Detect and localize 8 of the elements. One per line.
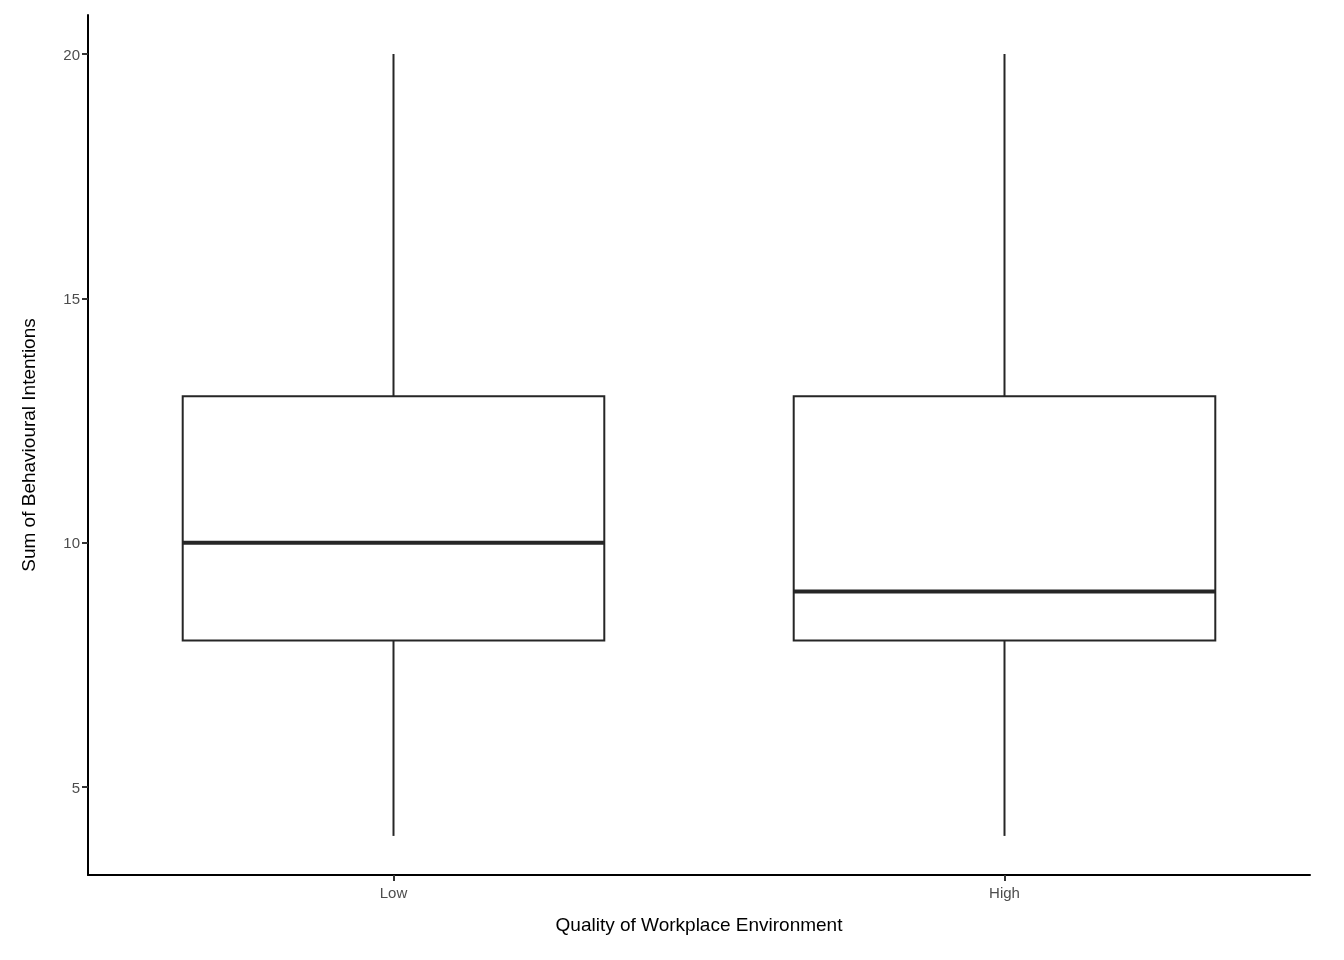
x-tick-label: Low	[379, 884, 408, 901]
y-tick-label: 15	[63, 289, 80, 307]
x-tick-label: High	[989, 884, 1020, 901]
y-tick-label: 10	[63, 534, 80, 552]
x-axis-title: Quality of Workplace Environment	[555, 914, 844, 935]
y-axis-title: Sum of Behavioural Intentions	[18, 318, 39, 572]
y-tick-label: 5	[71, 778, 80, 796]
y-tick-label: 20	[63, 45, 80, 63]
